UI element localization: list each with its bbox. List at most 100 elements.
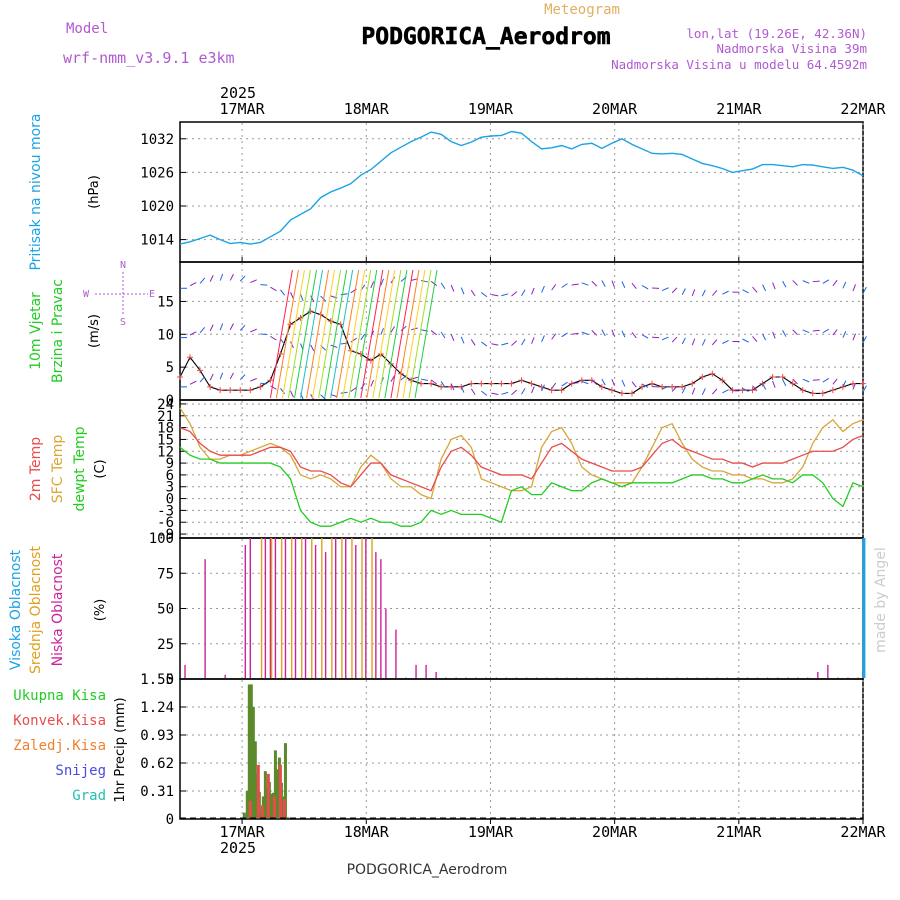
- wind-direction-arrow: [621, 379, 626, 387]
- meteogram-title: Meteogram: [544, 2, 620, 18]
- gust-arrow: [378, 269, 402, 399]
- mid-cloud-title: Srednja Oblacnost: [28, 546, 44, 674]
- wind-direction-arrow: [842, 380, 847, 388]
- wind-direction-arrow: [511, 291, 518, 297]
- wind-direction-arrow: [591, 330, 598, 336]
- wind-direction-arrow: [531, 337, 535, 344]
- wind-direction-arrow: [722, 339, 729, 344]
- wind-direction-arrow: [430, 379, 437, 385]
- wind-direction-arrow: [430, 280, 437, 286]
- wind-direction-arrow: [440, 331, 446, 339]
- total-precip-bar: [247, 684, 251, 818]
- y-tick-label: 3: [166, 480, 174, 496]
- wind-direction-arrow: [611, 378, 615, 386]
- gust-arrow: [312, 269, 336, 399]
- wind-direction-arrow: [250, 328, 257, 333]
- wind-unit: (m/s): [87, 314, 102, 348]
- wind-direction-arrow: [832, 329, 838, 336]
- compass-w: W: [83, 289, 90, 300]
- wind-direction-arrow: [551, 284, 557, 291]
- wind-direction-arrow: [300, 294, 304, 301]
- wind-direction-arrow: [551, 333, 557, 340]
- gust-arrow: [360, 269, 384, 399]
- wind-direction-arrow: [521, 338, 526, 346]
- total-precip-bar: [242, 812, 246, 818]
- year-label-top: 2025: [220, 84, 256, 102]
- wind-speed-marker: [789, 380, 796, 387]
- wind-direction-arrow: [521, 388, 526, 395]
- y-tick-label: 1.24: [140, 700, 174, 716]
- wind-direction-arrow: [571, 332, 579, 335]
- wind-direction-arrow: [501, 391, 509, 395]
- wind-direction-arrow: [792, 280, 798, 286]
- total-precip-bar: [263, 771, 267, 818]
- wind-direction-arrow: [370, 379, 375, 387]
- wind-speed-marker: [428, 380, 435, 387]
- y-tick-label: -9: [157, 527, 174, 543]
- y-tick-label: 10: [157, 327, 174, 343]
- gust-arrow: [300, 269, 324, 399]
- wind-direction-arrow: [561, 332, 568, 338]
- wind-speed-marker: [699, 374, 706, 380]
- wind-speed-marker: [799, 387, 806, 394]
- wind-speed-marker: [679, 383, 686, 390]
- wind-direction-arrow: [631, 332, 637, 339]
- wind-direction-arrow: [400, 375, 407, 381]
- y-tick-label: 50: [157, 602, 174, 618]
- total-precip-bar: [269, 793, 273, 818]
- wind-direction-arrow: [189, 282, 197, 287]
- wind-direction-arrow: [641, 284, 649, 290]
- gust-arrow: [306, 269, 330, 399]
- wind-direction-arrow: [340, 293, 348, 296]
- wind-direction-arrow: [219, 372, 224, 380]
- wind-direction-arrow: [832, 378, 838, 385]
- wind-direction-arrow: [239, 374, 246, 381]
- top-day-labels: 17MAR 18MAR 19MAR 20MAR 21MAR 22MAR: [220, 100, 887, 262]
- wind-direction-arrow: [611, 329, 615, 337]
- wind-direction-arrow: [390, 375, 395, 382]
- gust-arrow: [324, 269, 348, 399]
- wind-direction-arrow: [531, 386, 535, 394]
- wind-direction-arrow: [641, 383, 649, 388]
- y-tick-label: -3: [157, 503, 174, 519]
- conv-precip-bar: [248, 800, 252, 818]
- wind-direction-arrow: [742, 289, 749, 294]
- legend-hail: Grad: [72, 788, 106, 804]
- gust-arrow: [294, 269, 317, 399]
- wind-direction-arrow: [541, 384, 545, 392]
- wind-speed-marker: [327, 318, 334, 325]
- y-tick-label: 15: [157, 432, 174, 448]
- wind-speed-marker: [749, 387, 756, 394]
- wind-direction-arrow: [661, 287, 669, 292]
- cloud-unit: (%): [93, 599, 108, 622]
- wind-direction-arrow: [380, 327, 384, 335]
- legend-freezing-rain: Zaledj.Kisa: [13, 738, 106, 754]
- wind-speed-marker: [438, 383, 445, 390]
- wind-direction-arrow: [812, 329, 820, 332]
- wind-direction-arrow: [320, 394, 327, 400]
- gust-arrow: [402, 269, 426, 399]
- gust-arrow: [342, 269, 366, 399]
- wind-direction-arrow: [752, 385, 758, 392]
- wind-direction-arrow: [280, 289, 286, 296]
- gust-arrow: [281, 269, 305, 399]
- wind-direction-arrow: [822, 328, 830, 334]
- y-tick-label: 25: [157, 637, 174, 653]
- wind-direction-arrow: [470, 289, 476, 297]
- wind-direction-arrow: [229, 273, 234, 281]
- wind-direction-arrow: [290, 390, 294, 398]
- wind-speed-marker: [769, 374, 776, 380]
- wind-direction-arrow: [722, 389, 729, 394]
- wind-direction-arrow: [561, 381, 568, 387]
- wind-direction-arrow: [280, 338, 286, 345]
- wind-direction-arrow: [470, 388, 476, 395]
- wind-direction-arrow: [641, 334, 649, 339]
- wind-direction-arrow: [792, 329, 798, 336]
- conv-precip-bar: [282, 799, 286, 818]
- wind-direction-arrow: [501, 293, 509, 297]
- wind-direction-arrow: [681, 288, 686, 295]
- wind-direction-arrow: [501, 342, 509, 346]
- wind-direction-arrow: [410, 278, 418, 282]
- compass-e: E: [149, 289, 155, 300]
- year-label-bottom: 2025: [220, 839, 256, 857]
